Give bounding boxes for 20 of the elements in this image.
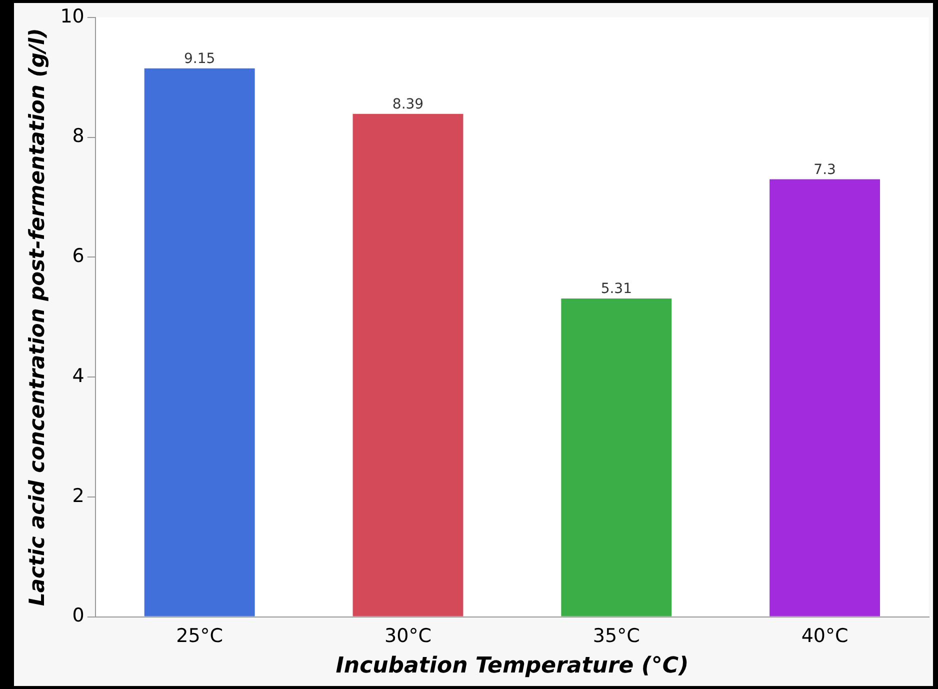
y-tick-label: 2: [72, 484, 84, 507]
bar: [144, 68, 255, 616]
bar: [561, 298, 672, 616]
x-tick-label: 25°C: [176, 625, 224, 648]
x-axis-title: Incubation Temperature (°C): [336, 654, 689, 679]
data-label: 8.39: [392, 96, 424, 113]
x-tick-label: 35°C: [592, 625, 640, 648]
y-tick-label: 0: [72, 604, 84, 627]
bar: [770, 179, 880, 616]
data-label: 5.31: [600, 281, 632, 298]
data-label: 9.15: [184, 50, 216, 67]
y-tick-label: 8: [72, 125, 84, 148]
data-label: 7.3: [814, 162, 836, 178]
y-tick-label: 6: [72, 245, 84, 268]
y-tick-label: 10: [60, 5, 84, 28]
x-tick-label: 30°C: [384, 625, 432, 648]
y-tick-label: 4: [72, 364, 84, 387]
x-tick-label: 40°C: [801, 625, 848, 648]
y-axis-title: Lactic acid concentration post-fermentation (g/l): [25, 28, 50, 606]
bar: [352, 114, 464, 616]
